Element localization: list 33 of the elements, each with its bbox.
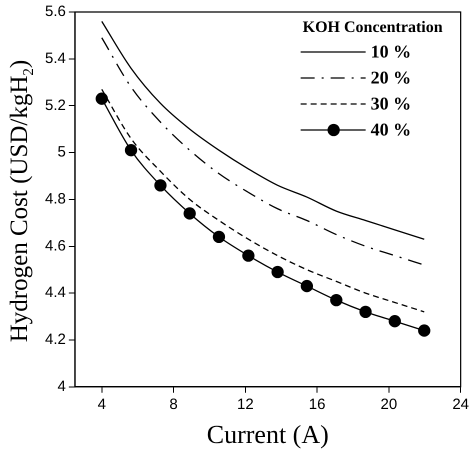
y-tick-label: 5 xyxy=(58,144,66,161)
y-tick-label: 4.8 xyxy=(44,190,66,208)
y-tick-label: 4.4 xyxy=(44,284,66,302)
y-tick-label: 5.2 xyxy=(44,96,66,114)
x-tick-label: 4 xyxy=(98,396,106,413)
x-axis-title: Current (A) xyxy=(206,420,329,450)
legend-label: 20 % xyxy=(370,68,412,88)
point xyxy=(154,179,167,192)
legend-title: KOH Concentration xyxy=(302,19,443,36)
point xyxy=(242,249,255,262)
y-tick-label: 5.6 xyxy=(44,3,66,20)
y-tick-label: 4 xyxy=(58,378,66,395)
x-tick-label: 20 xyxy=(380,396,398,413)
point xyxy=(300,280,314,292)
legend-label: 40 % xyxy=(370,120,412,140)
x-tick-label: 24 xyxy=(452,396,469,413)
y-tick-label: 4.2 xyxy=(44,331,66,348)
point xyxy=(212,230,226,244)
x-tick-label: 8 xyxy=(169,396,178,413)
point xyxy=(418,324,430,337)
point xyxy=(359,306,372,318)
x-tick-label: 16 xyxy=(308,396,326,413)
point xyxy=(271,266,284,278)
x-tick-label: 12 xyxy=(236,396,254,413)
point xyxy=(96,92,108,105)
point xyxy=(330,294,342,306)
legend-label: 10 % xyxy=(370,42,412,62)
legend-label: 30 % xyxy=(370,94,412,114)
point xyxy=(124,144,138,156)
point xyxy=(388,315,401,328)
y-tick-label: 5.4 xyxy=(44,50,66,67)
point xyxy=(184,207,196,220)
y-tick-label: 4.6 xyxy=(44,237,66,254)
